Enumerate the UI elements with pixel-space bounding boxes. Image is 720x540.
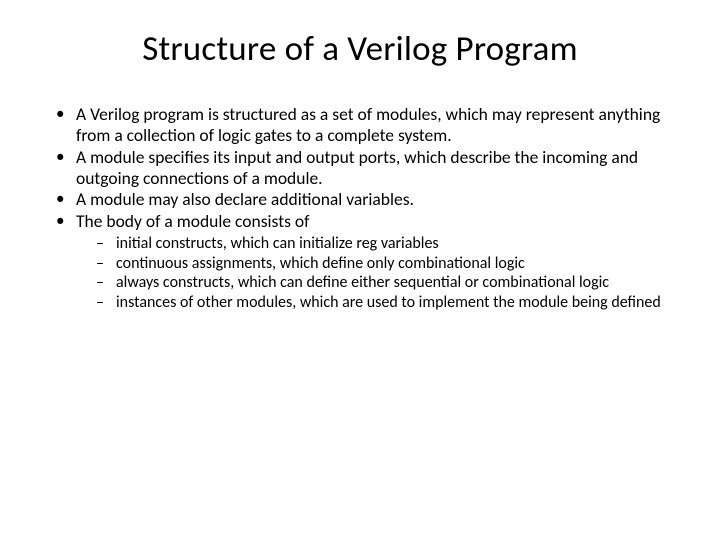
- sub-bullet-text: instances of other modules, which are us…: [116, 293, 661, 312]
- bullet-text: A Verilog program is structured as a set…: [76, 103, 660, 146]
- bullet-list-level1: A Verilog program is structured as a set…: [50, 104, 670, 312]
- bullet-text: A module specifies its input and output …: [76, 146, 638, 189]
- bullet-text: A module may also declare additional var…: [76, 188, 414, 210]
- list-item: The body of a module consists of initial…: [50, 211, 670, 312]
- list-item: A Verilog program is structured as a set…: [50, 104, 670, 147]
- list-item: A module specifies its input and output …: [50, 147, 670, 190]
- sub-bullet-text: always constructs, which can define eith…: [116, 273, 609, 292]
- list-item: always constructs, which can define eith…: [92, 273, 670, 293]
- sub-bullet-text: continuous assignments, which define onl…: [116, 254, 525, 273]
- bullet-text: The body of a module consists of: [76, 210, 309, 232]
- list-item: A module may also declare additional var…: [50, 189, 670, 210]
- slide-title: Structure of a Verilog Program: [50, 28, 670, 70]
- list-item: continuous assignments, which define onl…: [92, 254, 670, 274]
- list-item: instances of other modules, which are us…: [92, 293, 670, 313]
- list-item: initial constructs, which can initialize…: [92, 234, 670, 254]
- bullet-list-level2: initial constructs, which can initialize…: [92, 234, 670, 312]
- sub-bullet-text: initial constructs, which can initialize…: [116, 234, 439, 253]
